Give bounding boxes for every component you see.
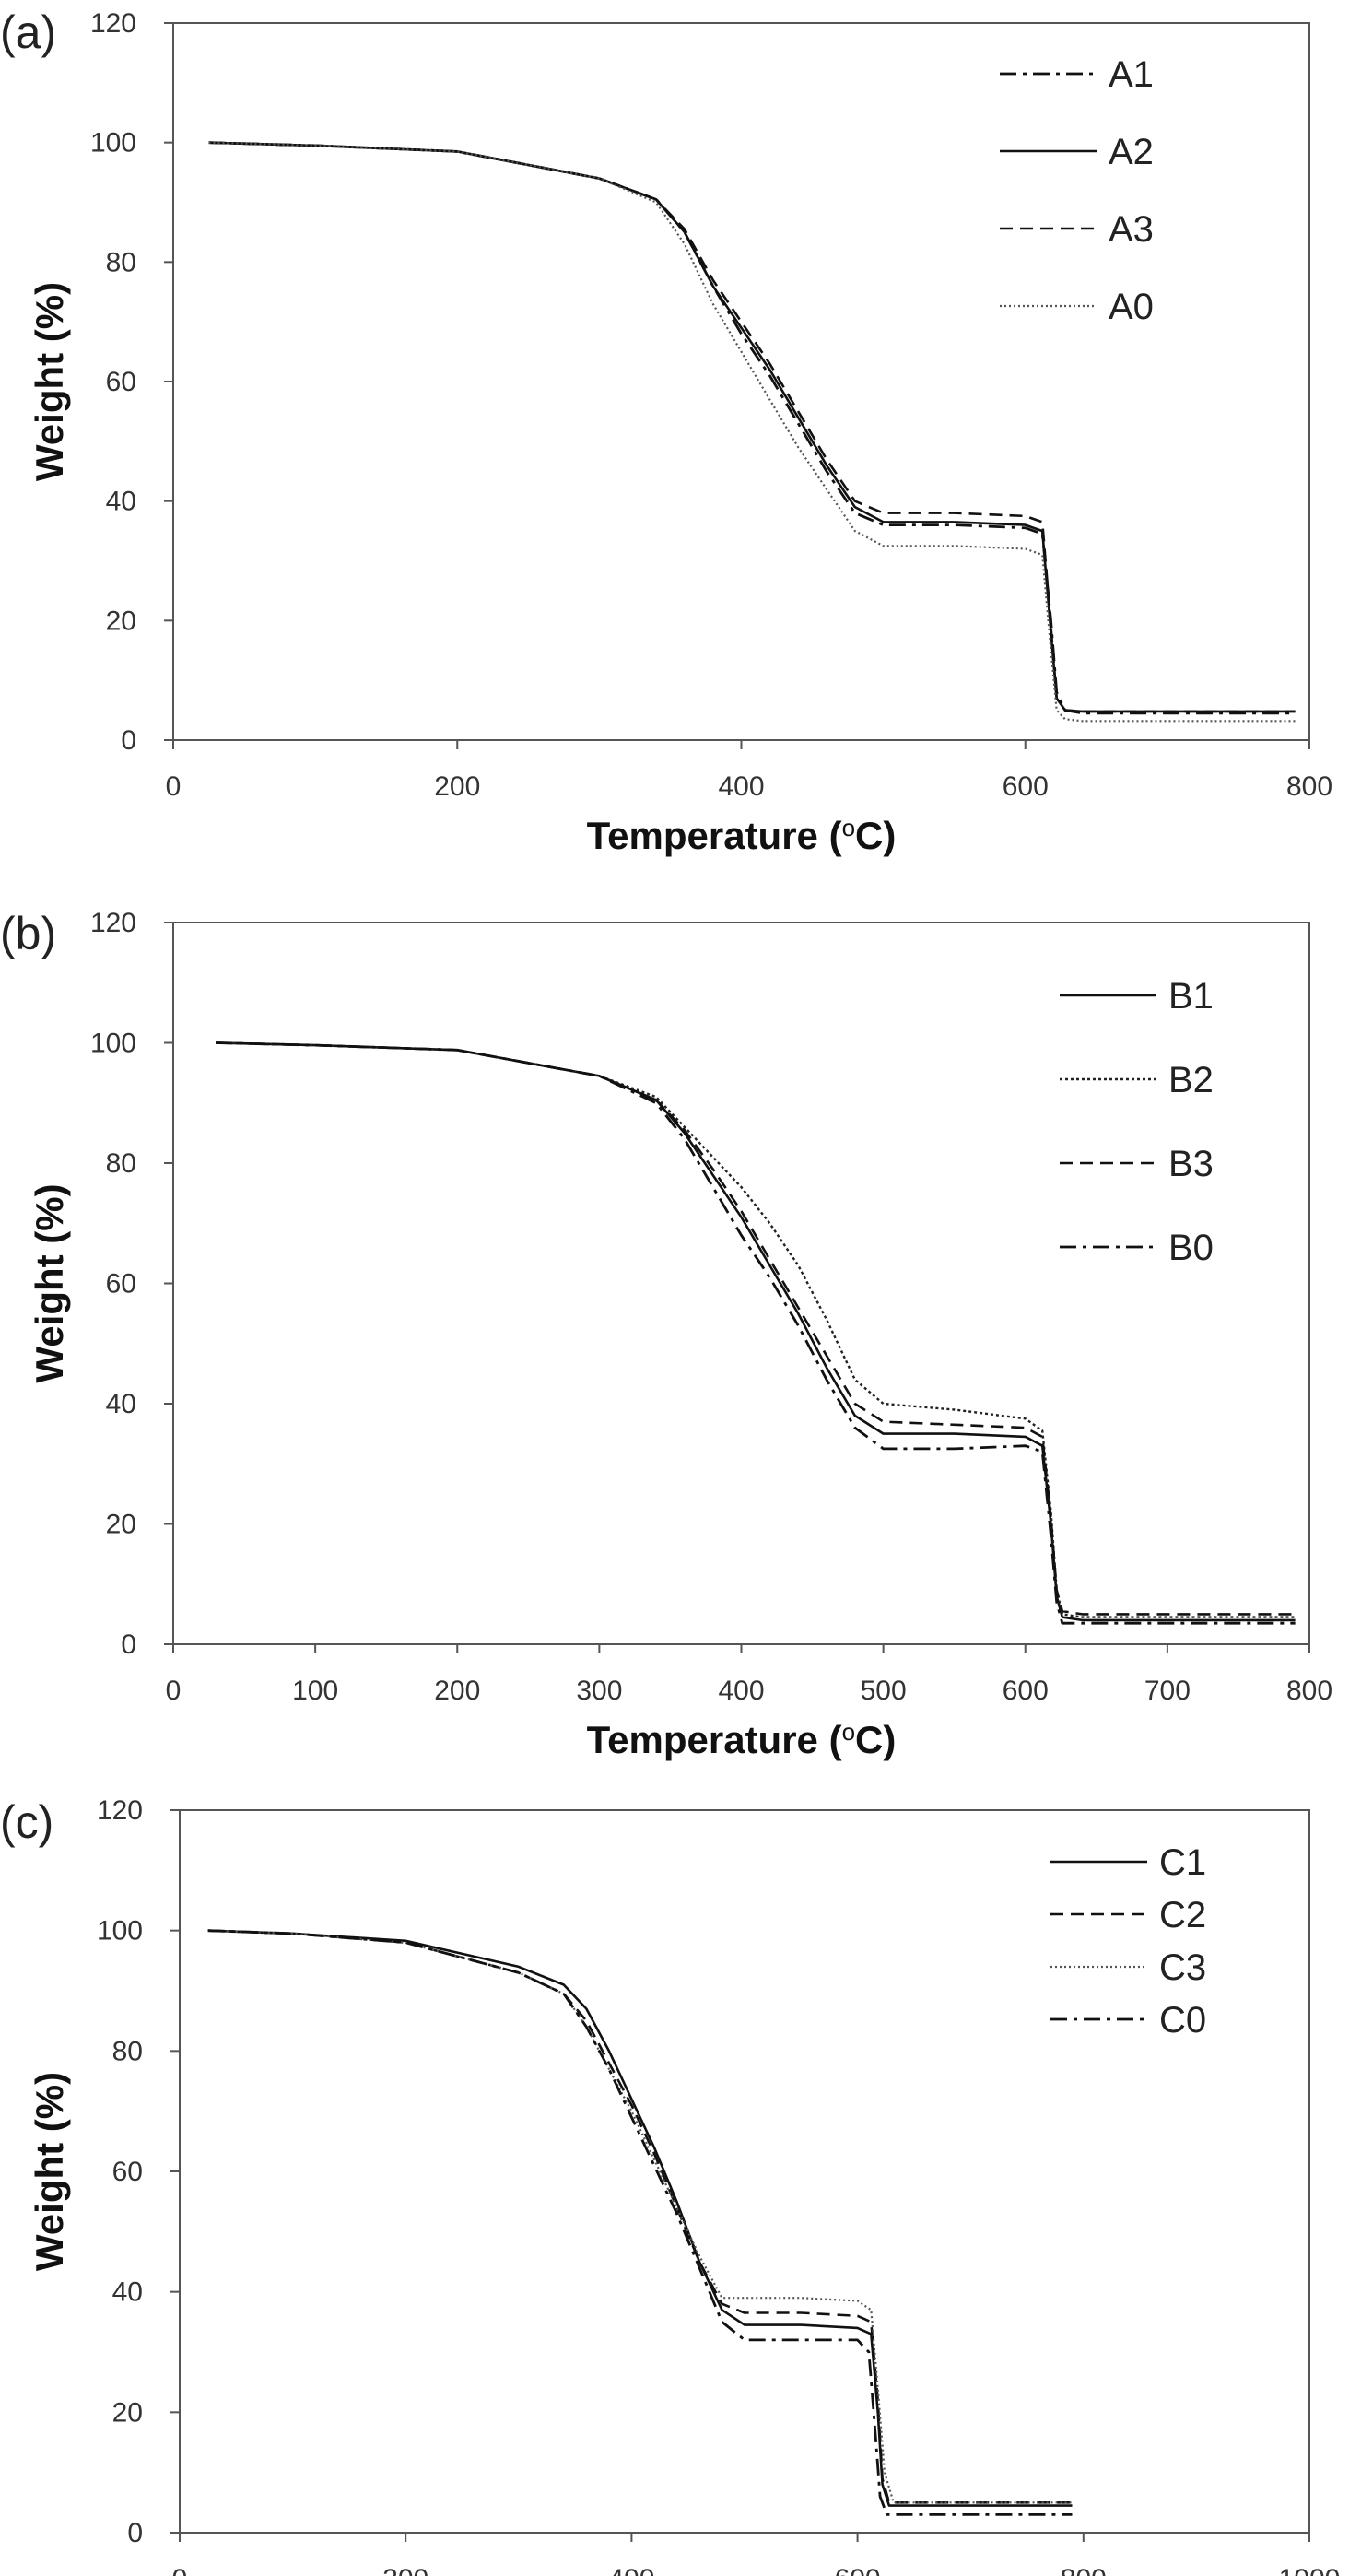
x-tick-label: 1000 bbox=[1279, 2564, 1341, 2576]
y-tick-label: 100 bbox=[90, 1029, 136, 1059]
x-tick-label: 800 bbox=[1286, 771, 1332, 802]
x-tick-label: 100 bbox=[292, 1676, 338, 1706]
y-axis-title: Weight (%) bbox=[28, 2072, 71, 2271]
x-tick-label: 600 bbox=[1003, 1676, 1049, 1706]
panel-a: (a) 0 20 40 60 80 100 120 0 200 400 600 800 Temperatu… bbox=[0, 6, 1332, 857]
y-tick-label: 120 bbox=[90, 8, 136, 39]
y-axis-title: Weight (%) bbox=[28, 1183, 71, 1382]
x-tick-label: 600 bbox=[1003, 771, 1049, 802]
plot-frame bbox=[179, 1809, 1310, 2534]
series-line-B0 bbox=[216, 1041, 1296, 1625]
x-tick-label: 300 bbox=[576, 1676, 622, 1706]
panel-b: (b) 0 20 40 60 80 100 120 0 100 200 300 400 500 600 700… bbox=[0, 908, 1332, 1761]
plot-frame bbox=[172, 922, 1310, 1645]
y-tick-label: 20 bbox=[112, 2397, 143, 2428]
x-tick-label: 800 bbox=[1286, 1676, 1332, 1706]
x-tick-label: 200 bbox=[434, 1676, 480, 1706]
y-tick-label: 80 bbox=[106, 247, 136, 277]
y-tick-label: 80 bbox=[106, 1148, 136, 1179]
series-line-B2 bbox=[216, 1041, 1296, 1618]
x-tick-label: 800 bbox=[1061, 2564, 1107, 2576]
panel-label: (a) bbox=[0, 6, 56, 58]
x-tick-label: 200 bbox=[382, 2564, 428, 2576]
y-tick-label: 60 bbox=[112, 2157, 143, 2187]
y-tick-label: 80 bbox=[112, 2036, 143, 2066]
y-tick-label: 20 bbox=[106, 1510, 136, 1540]
x-tick-label: 500 bbox=[861, 1676, 907, 1706]
series-line-A3 bbox=[208, 141, 1296, 713]
legend-label-A0: A0 bbox=[1109, 287, 1154, 327]
legend-label-B1: B1 bbox=[1168, 976, 1214, 1017]
y-tick-label: 100 bbox=[97, 1916, 143, 1947]
y-tick-label: 60 bbox=[106, 1269, 136, 1300]
x-tick-label: 400 bbox=[608, 2564, 654, 2576]
y-tick-label: 0 bbox=[121, 725, 136, 756]
x-tick-label: 200 bbox=[434, 771, 480, 802]
y-tick-label: 40 bbox=[112, 2277, 143, 2308]
y-tick-label: 60 bbox=[106, 367, 136, 397]
y-tick-label: 120 bbox=[90, 908, 136, 938]
legend-label-A1: A1 bbox=[1109, 54, 1154, 95]
x-tick-label: 600 bbox=[835, 2564, 881, 2576]
x-tick-label: 700 bbox=[1144, 1676, 1191, 1706]
legend-label-C2: C2 bbox=[1159, 1895, 1206, 1935]
x-tick-label: 0 bbox=[166, 1676, 182, 1706]
x-tick-label: 0 bbox=[166, 771, 182, 802]
y-tick-label: 20 bbox=[106, 606, 136, 636]
panel-label: (b) bbox=[0, 908, 56, 959]
y-tick-label: 40 bbox=[106, 487, 136, 517]
series-line-C2 bbox=[207, 1929, 1073, 2504]
panel-label: (c) bbox=[0, 1796, 53, 1848]
plot-frame bbox=[172, 22, 1310, 741]
series-line-A2 bbox=[208, 141, 1296, 713]
x-axis-title: Temperature (oC) bbox=[587, 1718, 897, 1761]
legend-label-B3: B3 bbox=[1168, 1144, 1214, 1184]
series-line-C3 bbox=[207, 1929, 1073, 2504]
y-tick-label: 120 bbox=[97, 1795, 143, 1826]
x-tick-label: 0 bbox=[172, 2564, 188, 2576]
panel-c: (c)02040608010012002004006008001000Tempe… bbox=[0, 1795, 1340, 2576]
y-axis-title: Weight (%) bbox=[28, 282, 71, 481]
legend-label-C0: C0 bbox=[1159, 2000, 1206, 2041]
series-line-C0 bbox=[207, 1929, 1073, 2516]
x-tick-label: 400 bbox=[718, 771, 764, 802]
legend-label-A3: A3 bbox=[1109, 209, 1154, 250]
x-tick-label: 400 bbox=[718, 1676, 764, 1706]
legend-label-A2: A2 bbox=[1109, 132, 1154, 172]
y-tick-label: 0 bbox=[121, 1629, 136, 1660]
y-tick-label: 40 bbox=[106, 1389, 136, 1419]
x-axis-title: Temperature (oC) bbox=[587, 814, 897, 857]
legend-label-B0: B0 bbox=[1168, 1228, 1214, 1268]
legend-label-B2: B2 bbox=[1168, 1060, 1214, 1100]
y-tick-label: 100 bbox=[90, 128, 136, 159]
series-line-C1 bbox=[207, 1929, 1073, 2507]
series-line-B3 bbox=[216, 1041, 1296, 1616]
legend-label-C3: C3 bbox=[1159, 1947, 1206, 1988]
legend-label-C1: C1 bbox=[1159, 1842, 1206, 1883]
y-tick-label: 0 bbox=[127, 2518, 143, 2548]
series-line-B1 bbox=[216, 1041, 1296, 1622]
series-line-A0 bbox=[208, 141, 1296, 723]
